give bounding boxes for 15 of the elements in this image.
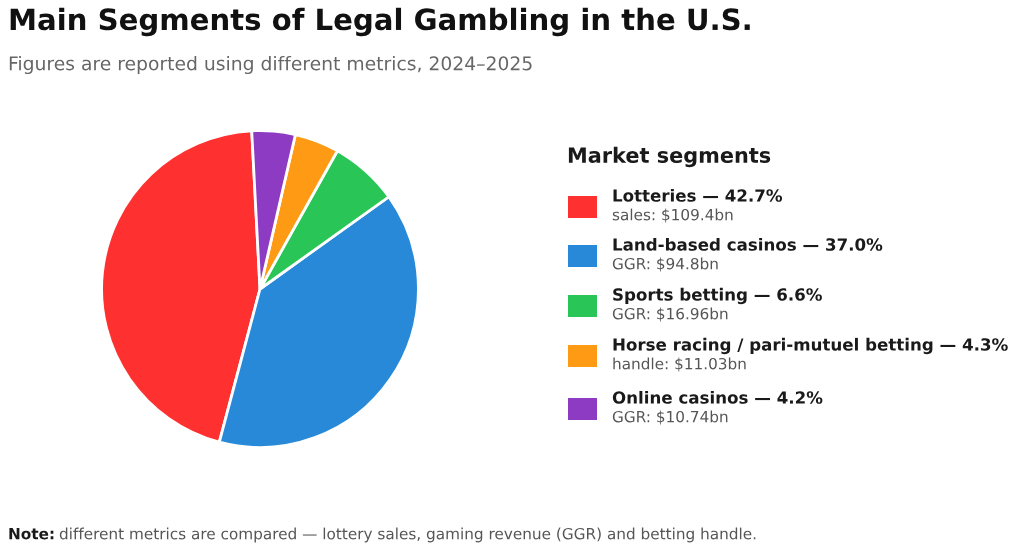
chart-title: Main Segments of Legal Gambling in the U.S. (10, 7, 750, 37)
legend-label: Land-based casinos — 37.0% (613, 237, 883, 251)
data-label: sales: $109.4bn (612, 208, 733, 223)
data-label: GGR: $16.96bn (612, 307, 728, 322)
legend-title: Market segments (568, 146, 771, 168)
text: Note: (9, 528, 54, 540)
data-label: GGR: $10.74bn (612, 410, 728, 425)
legend-label: Horse racing / pari-mutuel betting — 4.3% (613, 337, 1008, 355)
text: different metrics are compared — lottery sales, gaming revenue (GGR) and betting handle. (59, 527, 756, 543)
chart-subtitle: Figures are reported using different metrics, 2024–2025 (9, 55, 532, 75)
data-label: handle: $11.03bn (613, 357, 746, 372)
legend-label: Lotteries — 42.7% (613, 188, 783, 202)
data-label: GGR: $94.8bn (612, 257, 718, 272)
legend-label: Sports betting — 6.6% (613, 287, 822, 305)
legend-label: Online casinos — 4.2% (612, 390, 823, 404)
